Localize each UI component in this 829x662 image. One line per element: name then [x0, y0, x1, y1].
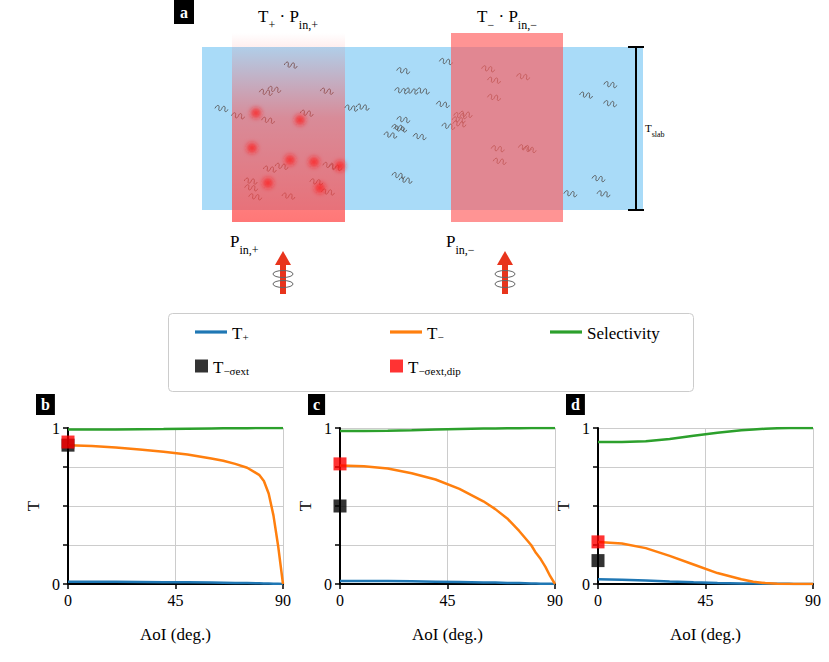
svg-text:T+ · Pin,+: T+ · Pin,+ [258, 7, 318, 32]
svg-text:90: 90 [547, 592, 563, 609]
svg-text:0: 0 [52, 576, 60, 593]
svg-text:AoI (deg.): AoI (deg.) [140, 625, 211, 644]
svg-text:−: − [437, 331, 443, 343]
svg-text:0: 0 [64, 592, 72, 609]
svg-text:−σext: −σext [223, 365, 249, 377]
svg-text:1: 1 [582, 420, 590, 437]
svg-text:Pin,−: Pin,− [446, 232, 475, 257]
svg-text:a: a [180, 4, 188, 21]
svg-text:+: + [242, 331, 248, 343]
svg-text:Tslab: Tslab [645, 122, 665, 139]
svg-text:−σext,dip: −σext,dip [418, 365, 461, 377]
svg-text:AoI (deg.): AoI (deg.) [670, 625, 741, 644]
svg-text:T: T [232, 324, 243, 343]
svg-text:T: T [24, 500, 43, 511]
svg-text:c: c [313, 396, 320, 413]
svg-text:1: 1 [324, 420, 332, 437]
svg-text:45: 45 [698, 592, 714, 609]
svg-text:T− · Pin,−: T− · Pin,− [477, 7, 537, 32]
svg-text:90: 90 [275, 592, 291, 609]
svg-text:1: 1 [52, 420, 60, 437]
svg-text:0: 0 [594, 592, 602, 609]
svg-text:T: T [427, 324, 438, 343]
svg-text:0: 0 [324, 576, 332, 593]
svg-text:T: T [296, 500, 315, 511]
svg-text:0: 0 [336, 592, 344, 609]
svg-text:45: 45 [440, 592, 456, 609]
svg-text:Pin,+: Pin,+ [230, 232, 259, 257]
svg-text:AoI (deg.): AoI (deg.) [412, 625, 483, 644]
svg-text:0: 0 [582, 576, 590, 593]
svg-text:45: 45 [168, 592, 184, 609]
svg-text:T: T [213, 358, 224, 377]
svg-text:d: d [571, 396, 580, 413]
svg-text:Selectivity: Selectivity [587, 324, 660, 343]
svg-text:90: 90 [805, 592, 821, 609]
svg-text:T: T [408, 358, 419, 377]
svg-text:T: T [554, 500, 573, 511]
svg-text:b: b [41, 396, 50, 413]
